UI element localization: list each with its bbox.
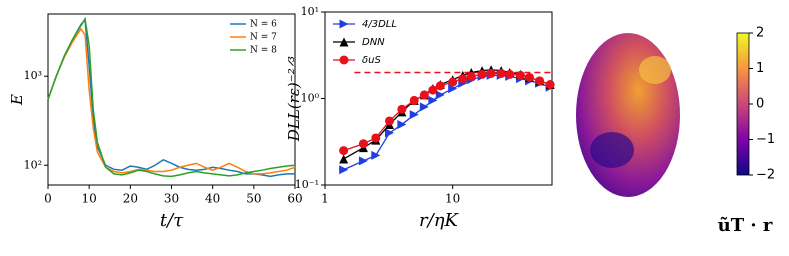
x-tick-label: 0 bbox=[44, 192, 52, 206]
line-series bbox=[343, 69, 551, 160]
x-tick-label: 30 bbox=[164, 192, 179, 206]
x-tick-label: 50 bbox=[246, 192, 261, 206]
y-tick-label: 10³ bbox=[24, 69, 42, 82]
marker bbox=[339, 165, 349, 175]
marker bbox=[384, 128, 394, 138]
marker bbox=[371, 150, 381, 160]
colorbar-tick-label: 0 bbox=[756, 97, 764, 112]
x-tick-label: 1 bbox=[321, 192, 329, 206]
legend-label: N = 7 bbox=[250, 33, 277, 43]
x-tick-label: 20 bbox=[123, 192, 138, 206]
marker bbox=[477, 69, 487, 79]
x-tick-label: 10 bbox=[445, 192, 460, 206]
marker bbox=[339, 154, 349, 164]
y-tick-label: 10⁻¹ bbox=[295, 178, 319, 191]
sphere-render bbox=[576, 33, 680, 197]
marker bbox=[358, 156, 368, 166]
colorbar-tick-label: −1 bbox=[756, 132, 775, 147]
marker bbox=[525, 72, 535, 82]
marker bbox=[419, 90, 429, 100]
marker bbox=[428, 95, 438, 105]
marker bbox=[371, 133, 381, 143]
marker bbox=[535, 76, 545, 86]
colorbar-tick-label: 1 bbox=[756, 61, 764, 76]
legend-marker bbox=[339, 55, 349, 65]
y-axis-label: E bbox=[8, 94, 26, 106]
legend-marker bbox=[339, 19, 349, 29]
legend-label: N = 8 bbox=[250, 46, 277, 56]
sphere-patch bbox=[639, 56, 671, 84]
marker bbox=[339, 146, 349, 156]
marker bbox=[466, 71, 476, 81]
x-tick-label: 40 bbox=[205, 192, 220, 206]
sphere-patch bbox=[590, 132, 634, 168]
x-axis-label: t/τ bbox=[160, 210, 184, 231]
marker bbox=[397, 104, 407, 114]
line-series bbox=[47, 17, 295, 178]
y-tick-label: 10¹ bbox=[301, 5, 319, 18]
x-tick-label: 10 bbox=[82, 192, 97, 206]
colorbar-tick-label: 2 bbox=[756, 26, 764, 41]
line-series bbox=[47, 27, 296, 175]
marker bbox=[409, 95, 419, 105]
colorbar-tick-label: −2 bbox=[756, 168, 775, 183]
marker bbox=[435, 90, 445, 100]
colorbar bbox=[736, 32, 750, 176]
legend-label: N = 6 bbox=[250, 20, 277, 30]
x-axis-label: r/ηK bbox=[419, 210, 459, 231]
y-tick-label: 10² bbox=[24, 158, 42, 171]
legend-marker bbox=[339, 37, 349, 47]
marker bbox=[448, 77, 458, 87]
legend-label: δuS bbox=[362, 55, 381, 66]
y-axis-label: DLL(rε)⁻²ᐟ³ bbox=[285, 56, 303, 142]
marker bbox=[486, 68, 496, 78]
marker bbox=[505, 69, 515, 79]
marker bbox=[458, 74, 468, 84]
marker bbox=[384, 116, 394, 126]
marker bbox=[448, 84, 458, 94]
y-tick-label: 10⁰ bbox=[301, 92, 320, 105]
marker bbox=[545, 80, 555, 90]
marker bbox=[516, 70, 526, 80]
legend-label: 4/3DLL bbox=[362, 19, 397, 30]
marker bbox=[496, 68, 506, 78]
marker bbox=[428, 85, 438, 95]
marker bbox=[409, 110, 419, 120]
x-tick-label: 60 bbox=[287, 192, 302, 206]
line-series bbox=[47, 16, 296, 178]
marker bbox=[397, 120, 407, 130]
marker bbox=[419, 102, 429, 112]
marker bbox=[435, 81, 445, 91]
legend-label: DNN bbox=[362, 37, 385, 48]
marker bbox=[358, 139, 368, 149]
colorbar-label: ũT · r bbox=[718, 215, 773, 236]
